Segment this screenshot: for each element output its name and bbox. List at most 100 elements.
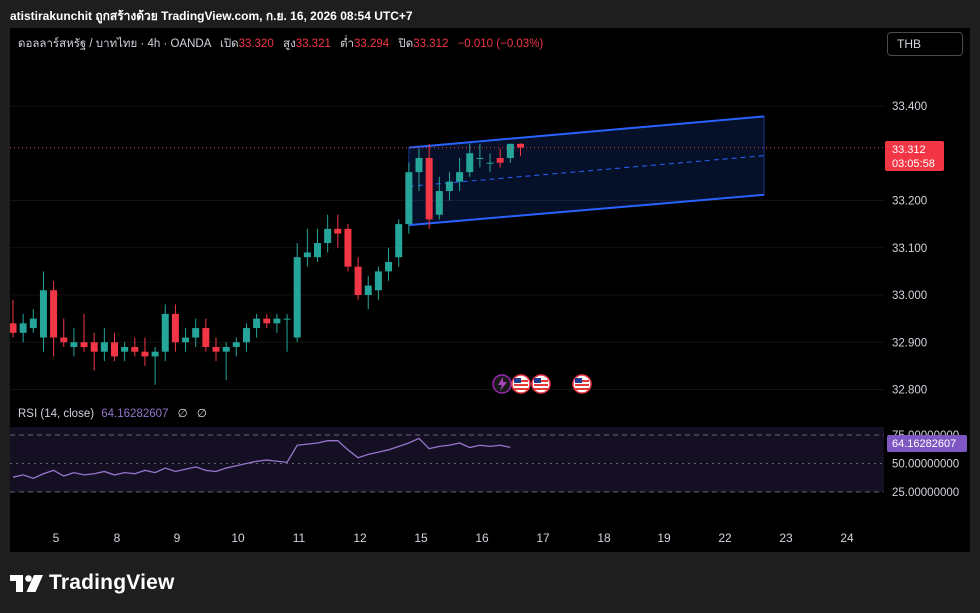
ohlc-legend: ดอลลาร์สหรัฐ / บาทไทย · 4h · OANDA เปิด3… <box>18 35 543 53</box>
high-value: 33.321 <box>295 38 331 50</box>
open-label: เปิด <box>219 38 239 50</box>
candle[interactable] <box>131 337 139 357</box>
symbol-label[interactable]: ดอลลาร์สหรัฐ / บาทไทย · 4h · OANDA <box>18 38 211 50</box>
x-tick-label: 11 <box>293 531 306 545</box>
candle[interactable] <box>303 228 311 267</box>
rsi-badge-text: 64.16282607 <box>892 438 956 450</box>
low-label: ต่ำ <box>340 38 355 50</box>
rsi-band <box>10 427 884 492</box>
candle[interactable] <box>476 143 484 168</box>
candle[interactable] <box>222 342 230 381</box>
high-label: สูง <box>283 38 296 50</box>
x-tick-label: 8 <box>114 531 121 545</box>
y-tick-label: 33.200 <box>892 196 927 208</box>
lightning-glyph-icon <box>498 377 507 391</box>
rsi-tick-label: 25.00000000 <box>892 487 959 499</box>
rsi-label[interactable]: RSI (14, close) <box>18 408 95 420</box>
candle[interactable] <box>151 346 159 385</box>
rsi-value-badge: 64.16282607 <box>887 435 967 452</box>
candle[interactable] <box>374 266 382 300</box>
rsi-value: 64.16282607 <box>101 408 169 420</box>
candle[interactable] <box>242 323 250 352</box>
current-price-badge: 33.312 03:05:58 <box>885 141 944 171</box>
x-tick-label: 18 <box>597 531 611 545</box>
candle[interactable] <box>121 342 129 362</box>
candle[interactable] <box>506 143 514 163</box>
rsi-extra-1: ∅ <box>177 408 188 420</box>
candle[interactable] <box>273 313 281 333</box>
candle[interactable] <box>354 257 362 300</box>
candle[interactable] <box>50 280 58 357</box>
x-tick-label: 17 <box>536 531 550 545</box>
candle[interactable] <box>364 276 372 310</box>
candle[interactable] <box>182 328 190 352</box>
candle[interactable] <box>90 332 98 371</box>
candle[interactable] <box>324 214 332 253</box>
candle[interactable] <box>344 224 352 272</box>
candle[interactable] <box>212 337 220 362</box>
candle[interactable] <box>100 328 108 362</box>
y-tick-label: 32.900 <box>892 337 927 349</box>
candle[interactable] <box>19 313 27 343</box>
candle[interactable] <box>171 304 179 352</box>
us-flag-event-icon[interactable] <box>531 374 551 394</box>
tradingview-logo-icon <box>10 574 43 592</box>
candle[interactable] <box>29 309 37 333</box>
candle[interactable] <box>80 313 88 352</box>
candle[interactable] <box>192 318 200 347</box>
x-tick-label: 23 <box>779 531 793 545</box>
candle[interactable] <box>435 176 443 220</box>
candle[interactable] <box>415 148 423 192</box>
candle[interactable] <box>486 153 494 173</box>
open-value: 33.320 <box>238 38 274 50</box>
y-tick-label: 32.800 <box>892 385 927 397</box>
candle[interactable] <box>445 172 453 201</box>
candle[interactable] <box>202 318 210 352</box>
x-tick-label: 16 <box>475 531 489 545</box>
y-tick-label: 33.000 <box>892 290 927 302</box>
candle[interactable] <box>405 162 413 234</box>
x-tick-label: 22 <box>718 531 732 545</box>
candle[interactable] <box>39 271 47 352</box>
rsi-line[interactable] <box>12 437 511 480</box>
candle[interactable] <box>232 337 240 357</box>
channel-fill <box>408 116 765 226</box>
x-tick-label: 19 <box>657 531 671 545</box>
rsi-tick-label: 50.00000000 <box>892 459 959 471</box>
us-flag-event-icon[interactable] <box>511 374 531 394</box>
candle[interactable] <box>395 219 403 267</box>
y-tick-label: 33.100 <box>892 243 927 255</box>
candle[interactable] <box>517 143 524 157</box>
candle[interactable] <box>141 337 149 366</box>
event-markers[interactable] <box>492 374 592 394</box>
candle[interactable] <box>425 143 433 229</box>
tradingview-logo[interactable]: TradingView <box>10 569 175 597</box>
candle[interactable] <box>111 332 118 362</box>
candle[interactable] <box>70 328 78 357</box>
candle[interactable] <box>253 313 261 338</box>
badge-countdown: 03:05:58 <box>892 158 935 170</box>
candle[interactable] <box>466 143 474 177</box>
candle[interactable] <box>456 157 464 192</box>
channel-upper-line[interactable] <box>408 115 765 149</box>
candle[interactable] <box>496 148 504 168</box>
candle[interactable] <box>283 313 291 352</box>
x-tick-label: 24 <box>840 531 854 545</box>
candle[interactable] <box>161 304 169 362</box>
close-label: ปิด <box>398 38 414 50</box>
channel-lower-line[interactable] <box>408 193 765 227</box>
us-flag-event-icon[interactable] <box>572 374 592 394</box>
badge-price: 33.312 <box>892 144 926 156</box>
candle[interactable] <box>10 299 17 338</box>
rsi-legend: RSI (14, close) 64.16282607 ∅ ∅ <box>18 406 207 420</box>
candle[interactable] <box>293 243 301 343</box>
candle[interactable] <box>314 228 321 262</box>
x-tick-label: 15 <box>414 531 428 545</box>
candle[interactable] <box>385 247 393 281</box>
candle[interactable] <box>60 318 68 347</box>
candle[interactable] <box>334 214 342 248</box>
candle[interactable] <box>263 313 271 329</box>
currency-button[interactable]: THB <box>887 32 963 56</box>
